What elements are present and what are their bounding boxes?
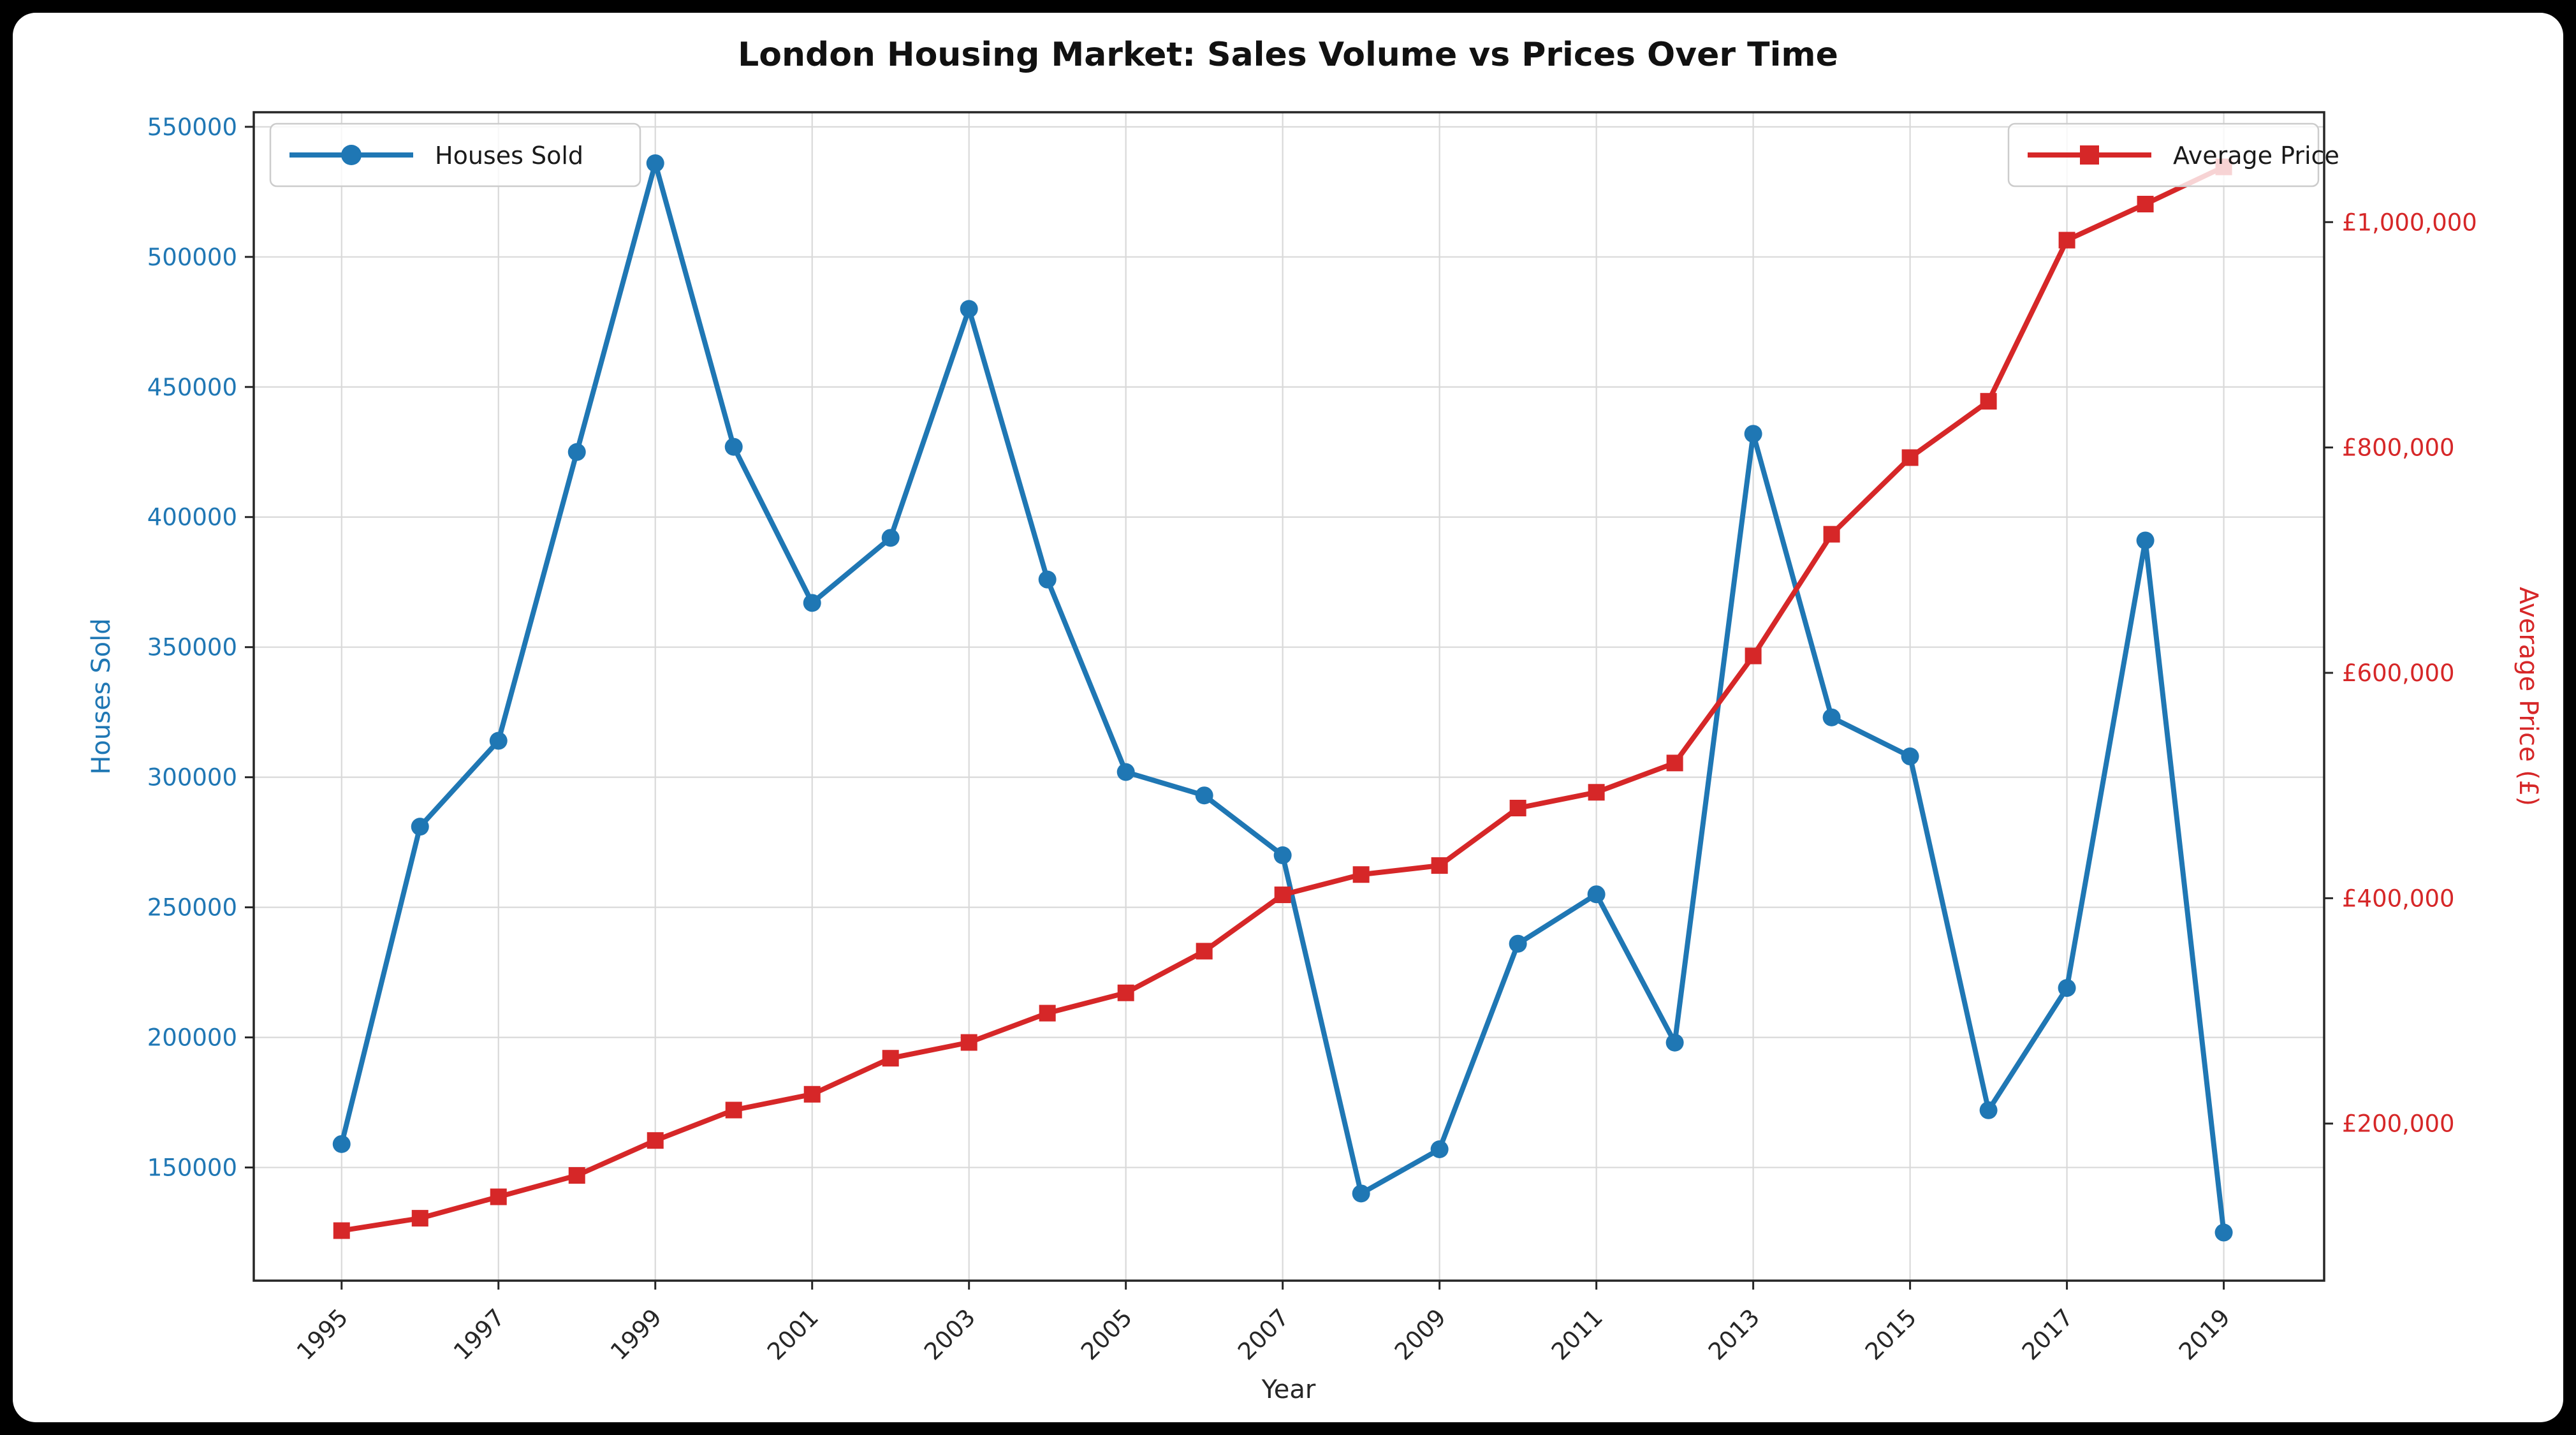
legend-marker-square	[2080, 145, 2099, 165]
y-axis-label-left: Houses Sold	[87, 618, 116, 774]
data-point-circle	[1665, 1033, 1684, 1052]
data-point-circle	[1430, 1140, 1449, 1158]
y-tick-label-left: 250000	[147, 894, 237, 922]
data-point-square	[1039, 1004, 1056, 1022]
data-point-square	[411, 1210, 428, 1227]
legend-marker-circle	[341, 145, 362, 165]
data-point-circle	[960, 300, 978, 318]
legend-box	[269, 122, 641, 188]
y-tick-label-right: £200,000	[2342, 1110, 2455, 1138]
y-tick-label-left: 300000	[147, 764, 237, 791]
series-houses-sold	[332, 154, 2233, 1242]
legends: Houses Sold Average Price	[269, 122, 2339, 188]
data-point-square	[1196, 943, 1213, 960]
data-point-circle	[1195, 786, 1213, 805]
data-point-square	[1745, 647, 1762, 665]
data-point-circle	[1587, 885, 1606, 904]
gridlines	[254, 112, 2324, 1281]
data-point-square	[1980, 393, 1997, 410]
data-point-circle	[1352, 1184, 1370, 1203]
data-point-circle	[2214, 1223, 2233, 1242]
data-point-circle	[489, 732, 508, 750]
y-tick-labels-left: 150000 200000 250000 300000 350000 400000 4500…	[147, 114, 237, 1182]
data-point-square	[960, 1034, 977, 1051]
legend-box	[2007, 122, 2320, 188]
data-point-square	[1588, 784, 1605, 801]
y-tick-label-left: 550000	[147, 114, 237, 141]
y-axis-label-right: Average Price (£)	[2514, 587, 2543, 806]
data-point-circle	[1744, 425, 1762, 443]
y-tick-label-left: 200000	[147, 1024, 237, 1052]
y-tick-label-left: 350000	[147, 634, 237, 661]
y-tick-label-left: 400000	[147, 504, 237, 531]
data-point-circle	[724, 438, 743, 456]
y-tick-label-left: 500000	[147, 244, 237, 271]
plot-border	[252, 111, 2325, 1282]
y-tick-label-right: £400,000	[2342, 885, 2455, 912]
data-point-square	[568, 1166, 585, 1184]
data-point-square	[1117, 984, 1134, 1001]
data-point-circle	[1901, 747, 1919, 766]
data-point-circle	[1038, 570, 1057, 589]
data-point-square	[882, 1050, 899, 1067]
y-tick-label-right: £800,000	[2342, 434, 2455, 462]
y-tick-label-left: 150000	[147, 1154, 237, 1182]
data-point-square	[1509, 800, 1526, 817]
data-point-square	[1823, 526, 1840, 543]
data-point-square	[1666, 754, 1683, 772]
data-point-circle	[1273, 846, 1292, 865]
y-tick-label-right: £1,000,000	[2342, 209, 2477, 236]
data-point-circle	[567, 443, 586, 461]
data-point-square	[1274, 887, 1291, 904]
data-point-square	[490, 1188, 507, 1205]
data-point-square	[1352, 866, 1370, 883]
legend-houses-sold: Houses Sold	[269, 122, 641, 188]
legend-average-price: Average Price	[2007, 122, 2339, 188]
data-point-circle	[2136, 531, 2155, 550]
data-point-circle	[1822, 708, 1841, 726]
axis-ticks	[245, 126, 2333, 1290]
legend-label: Average Price	[2173, 142, 2339, 170]
data-point-circle	[1979, 1101, 1998, 1119]
data-point-circle	[881, 529, 900, 547]
y-tick-labels-right: £200,000 £400,000 £600,000 £800,000 £1,000,0…	[2342, 209, 2477, 1137]
data-point-circle	[1116, 763, 1135, 781]
data-point-square	[333, 1222, 350, 1239]
figure-background	[13, 13, 2563, 1422]
data-point-square	[2137, 195, 2154, 212]
data-point-circle	[803, 594, 821, 612]
plot-spines	[252, 111, 2325, 1282]
chart-title: London Housing Market: Sales Volume vs P…	[738, 36, 1838, 74]
y-tick-label-right: £600,000	[2342, 659, 2455, 687]
y-tick-label-left: 450000	[147, 374, 237, 401]
data-point-square	[803, 1085, 821, 1103]
data-point-circle	[1509, 934, 1527, 953]
data-point-circle	[411, 818, 429, 836]
data-point-square	[2058, 232, 2075, 249]
data-point-square	[1901, 449, 1919, 466]
data-point-square	[647, 1132, 664, 1149]
legend-label: Houses Sold	[435, 142, 583, 170]
data-point-circle	[2058, 979, 2076, 997]
x-axis-label: Year	[1261, 1375, 1316, 1404]
data-point-square	[1431, 857, 1448, 874]
data-point-circle	[332, 1135, 351, 1153]
data-point-circle	[646, 154, 664, 172]
data-point-square	[725, 1101, 742, 1119]
